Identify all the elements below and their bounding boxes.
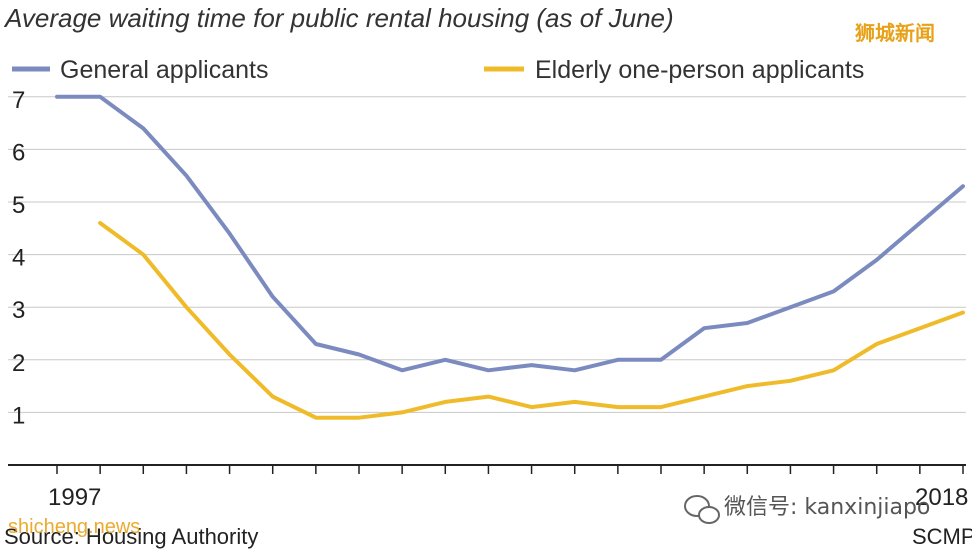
y-axis-tick-labels: 1 2 3 4 5 6 7 — [12, 87, 25, 430]
watermark-top-right: 狮城新闻 — [855, 21, 935, 45]
y-tick-label-5: 5 — [12, 192, 25, 219]
series-lines — [55, 94, 965, 420]
legend-label-elderly: Elderly one-person applicants — [535, 56, 864, 84]
series-line-general — [55, 94, 965, 373]
x-tick-label-2018: 2018 — [915, 484, 968, 511]
wechat-icon — [684, 495, 720, 524]
x-axis-ticks — [56, 465, 964, 474]
y-tick-label-1: 1 — [12, 402, 25, 429]
y-tick-label-3: 3 — [12, 297, 25, 324]
watermark-wechat: 微信号: kanxinjiapo — [724, 495, 930, 520]
legend-label-general: General applicants — [60, 56, 268, 84]
credit-label: SCMP — [912, 524, 972, 549]
y-tick-label-4: 4 — [12, 245, 25, 272]
gridlines — [8, 96, 966, 413]
series-line-elderly — [98, 221, 965, 420]
y-tick-label-2: 2 — [12, 350, 25, 377]
chart-title: Average waiting time for public rental h… — [3, 3, 674, 33]
source-note: Source: Housing Authority — [4, 524, 258, 549]
y-tick-label-6: 6 — [12, 139, 25, 166]
x-tick-label-1997: 1997 — [48, 484, 101, 511]
watermark-site: shicheng.news — [8, 516, 140, 538]
y-tick-label-7: 7 — [12, 87, 25, 114]
